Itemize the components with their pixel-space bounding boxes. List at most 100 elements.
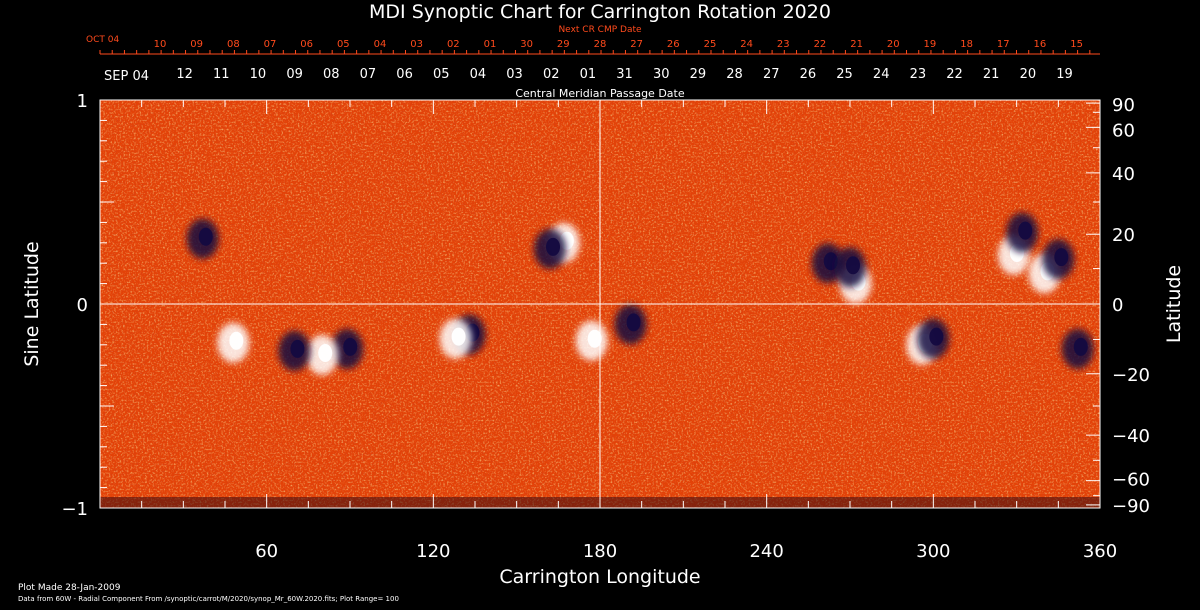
magnetic-region-core — [198, 227, 213, 246]
x-tick-label: 60 — [255, 541, 278, 562]
next-cmp-date-label: 16 — [1034, 39, 1047, 50]
right-tick-label: 90 — [1112, 95, 1135, 116]
next-cmp-date-label: 23 — [777, 39, 790, 50]
next-cmp-date-label: 10 — [154, 39, 167, 50]
next-cmp-axis: OCT 04 10 09 08 07 06 05 04 03 02 01 30 29 28 27 26 25 24… — [86, 35, 1091, 54]
next-cmp-date-label: 06 — [300, 39, 313, 50]
cmp-date-label: 21 — [983, 67, 1000, 82]
magnetic-region-core — [846, 256, 860, 275]
next-cmp-date-label: 19 — [924, 39, 937, 50]
magnetic-region-core — [1018, 221, 1033, 240]
next-cmp-date-label: 04 — [374, 39, 387, 50]
cmp-date-label: 01 — [580, 67, 597, 82]
next-cmp-date-label: 30 — [520, 39, 533, 50]
magnetic-region-core — [546, 237, 560, 256]
left-tick-label: 1 — [77, 91, 88, 112]
magnetic-region-core — [1073, 337, 1088, 356]
chart-title: MDI Synoptic Chart for Carrington Rotati… — [369, 1, 831, 23]
left-axis: 1 0 −1 — [61, 91, 114, 520]
cmp-date-label: 29 — [690, 67, 707, 82]
next-cmp-date-label: 05 — [337, 39, 350, 50]
next-cmp-month-label: OCT 04 — [86, 35, 119, 45]
magnetic-region-core — [318, 344, 333, 362]
next-cmp-date-label: 01 — [484, 39, 497, 50]
cmp-date-label: 06 — [396, 67, 413, 82]
next-cmp-date-label: 28 — [594, 39, 607, 50]
cmp-date-label: 27 — [763, 67, 780, 82]
cmp-axis-label: Central Meridian Passage Date — [515, 87, 684, 100]
right-tick-label: −40 — [1112, 426, 1150, 447]
cmp-date-label: 20 — [1020, 67, 1037, 82]
cmp-axis: SEP 04 12 11 10 09 08 07 06 05 04 03 02 01 31 30 29 28 27… — [104, 67, 1073, 84]
x-tick-label: 120 — [416, 541, 450, 562]
x-tick-label: 360 — [1083, 541, 1117, 562]
right-axis: 90 60 40 20 0 −20 −40 −60 −90 — [1086, 95, 1150, 517]
next-cmp-date-label: 22 — [814, 39, 827, 50]
plot-made-note: Plot Made 28-Jan-2009 — [18, 583, 121, 593]
right-tick-label: 0 — [1112, 295, 1123, 316]
cmp-date-label: 19 — [1056, 67, 1073, 82]
left-tick-label: −1 — [61, 499, 88, 520]
next-cmp-date-label: 08 — [227, 39, 240, 50]
next-cmp-date-label: 24 — [740, 39, 753, 50]
cmp-date-label: 31 — [616, 67, 633, 82]
cmp-date-label: 08 — [323, 67, 340, 82]
right-tick-label: −20 — [1112, 365, 1150, 386]
next-cmp-date-label: 27 — [630, 39, 643, 50]
magnetic-region-core — [587, 329, 602, 348]
cmp-date-label: 25 — [836, 67, 853, 82]
cmp-month-label: SEP 04 — [104, 69, 149, 84]
cmp-date-label: 09 — [286, 67, 303, 82]
magnetic-region-core — [229, 331, 244, 350]
magnetic-region-core — [290, 339, 305, 358]
magnetic-region-core — [1054, 248, 1069, 267]
magnetic-region-core — [451, 327, 466, 346]
next-cmp-axis-label: Next CR CMP Date — [558, 25, 642, 35]
next-cmp-date-label: 21 — [850, 39, 863, 50]
left-axis-label: Sine Latitude — [21, 241, 43, 366]
next-cmp-date-label: 07 — [264, 39, 277, 50]
cmp-date-label: 02 — [543, 67, 560, 82]
cmp-date-label: 24 — [873, 67, 890, 82]
next-cmp-date-label: 18 — [960, 39, 973, 50]
cmp-date-label: 10 — [250, 67, 267, 82]
cmp-date-label: 26 — [800, 67, 817, 82]
cmp-date-label: 28 — [726, 67, 743, 82]
x-tick-label: 240 — [749, 541, 783, 562]
next-cmp-date-label: 25 — [704, 39, 717, 50]
right-tick-label: 40 — [1112, 164, 1135, 185]
cmp-date-label: 30 — [653, 67, 670, 82]
next-cmp-date-label: 15 — [1070, 39, 1083, 50]
right-tick-label: −90 — [1112, 496, 1150, 517]
right-tick-label: −60 — [1112, 470, 1150, 491]
x-axis-label: Carrington Longitude — [499, 566, 700, 588]
magnetic-region-core — [343, 337, 358, 356]
next-cmp-date-label: 09 — [190, 39, 203, 50]
data-source-note: Data from 60W - Radial Component From /s… — [18, 595, 399, 603]
next-cmp-date-label: 17 — [997, 39, 1010, 50]
left-tick-label: 0 — [77, 295, 88, 316]
cmp-date-label: 07 — [360, 67, 377, 82]
cmp-date-label: 22 — [946, 67, 963, 82]
next-cmp-date-label: 20 — [887, 39, 900, 50]
next-cmp-date-label: 29 — [557, 39, 570, 50]
magnetic-regions — [186, 212, 1094, 375]
magnetic-region-core — [929, 327, 944, 346]
next-cmp-date-label: 26 — [667, 39, 680, 50]
right-tick-label: 20 — [1112, 225, 1135, 246]
cmp-date-label: 12 — [176, 67, 193, 82]
cmp-date-label: 03 — [506, 67, 523, 82]
right-axis-label: Latitude — [1163, 265, 1185, 343]
magnetic-region-core — [626, 313, 641, 332]
cmp-date-label: 11 — [213, 67, 230, 82]
next-cmp-date-label: 03 — [410, 39, 423, 50]
cmp-date-label: 23 — [910, 67, 927, 82]
cmp-date-label: 05 — [433, 67, 450, 82]
right-tick-label: 60 — [1112, 120, 1135, 141]
next-cmp-date-label: 02 — [447, 39, 460, 50]
x-axis: 60 120 180 240 300 360 — [141, 100, 1117, 562]
cmp-date-label: 04 — [470, 67, 487, 82]
x-tick-label: 300 — [916, 541, 950, 562]
x-tick-label: 180 — [583, 541, 617, 562]
